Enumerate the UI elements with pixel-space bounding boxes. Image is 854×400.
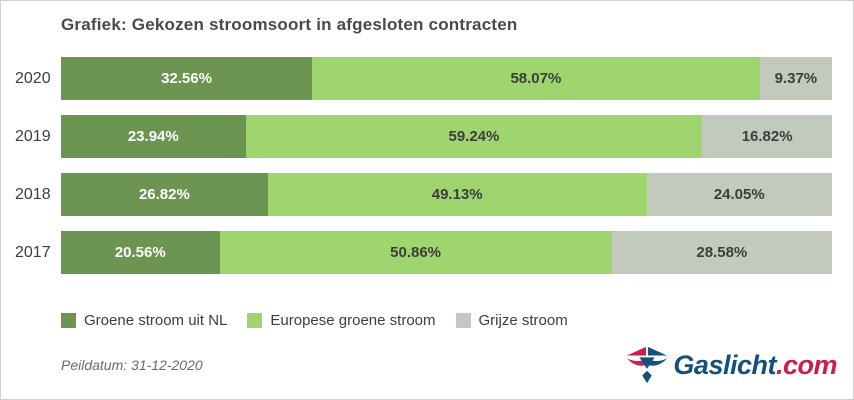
segment-europese-groene-stroom-2017[interactable]: 50.86% — [219, 231, 612, 274]
chart-legend: Groene stroom uit NL Europese groene stro… — [61, 312, 853, 329]
legend-label: Groene stroom uit NL — [84, 312, 228, 329]
year-label-2017: 2017 — [15, 243, 51, 261]
year-label-2019: 2019 — [15, 127, 51, 145]
segment-europese-groene-stroom-2018[interactable]: 49.13% — [267, 173, 647, 216]
legend-swatch-groene-stroom-uit-nl — [61, 313, 76, 328]
segment-grijze-stroom-2020[interactable]: 9.37% — [759, 57, 832, 100]
logo-tld: .com — [775, 349, 838, 380]
bar-2017: 20.56% 50.86% 28.58% — [61, 231, 832, 274]
chart-row-2019: 2019 23.94% 59.24% 16.82% — [15, 115, 832, 158]
legend-item-groene-stroom-uit-nl[interactable]: Groene stroom uit NL — [61, 312, 227, 329]
segment-groene-stroom-uit-nl-2019[interactable]: 23.94% — [61, 115, 246, 158]
segment-groene-stroom-uit-nl-2020[interactable]: 32.56% — [61, 57, 313, 100]
bar-2020: 32.56% 58.07% 9.37% — [61, 57, 832, 100]
segment-europese-groene-stroom-2020[interactable]: 58.07% — [312, 57, 760, 100]
legend-swatch-europese-groene-stroom — [247, 313, 263, 328]
chart-row-2018: 2018 26.82% 49.13% 24.05% — [15, 173, 832, 216]
legend-label: Europese groene stroom — [270, 312, 436, 329]
bar-2019: 23.94% 59.24% 16.82% — [61, 115, 832, 158]
year-label-2018: 2018 — [15, 185, 51, 203]
legend-label: Grijze stroom — [478, 312, 568, 329]
segment-grijze-stroom-2018[interactable]: 24.05% — [646, 173, 832, 216]
segment-grijze-stroom-2017[interactable]: 28.58% — [611, 231, 832, 274]
peildatum-note: Peildatum: 31-12-2020 — [61, 357, 203, 373]
chart-title: Grafiek: Gekozen stroomsoort in afgeslot… — [61, 15, 518, 34]
legend-item-grijze-stroom[interactable]: Grijze stroom — [455, 312, 568, 329]
year-label-2020: 2020 — [15, 69, 51, 87]
segment-groene-stroom-uit-nl-2018[interactable]: 26.82% — [61, 173, 268, 216]
stacked-bar-chart: 2020 32.56% 58.07% 9.37% 2019 23.94% 59.24% 16.… — [1, 57, 853, 274]
segment-grijze-stroom-2019[interactable]: 16.82% — [702, 115, 832, 158]
footer-row: Peildatum: 31-12-2020 Gaslicht.com — [61, 341, 838, 389]
logo-name: Gaslicht — [673, 349, 776, 380]
gaslicht-logo-icon — [626, 344, 668, 386]
segment-europese-groene-stroom-2019[interactable]: 59.24% — [245, 115, 703, 158]
chart-row-2017: 2017 20.56% 50.86% 28.58% — [15, 231, 832, 274]
legend-swatch-grijze-stroom — [455, 313, 471, 328]
segment-groene-stroom-uit-nl-2017[interactable]: 20.56% — [61, 231, 220, 274]
bar-2018: 26.82% 49.13% 24.05% — [61, 173, 832, 216]
gaslicht-logo[interactable]: Gaslicht.com — [626, 344, 838, 386]
chart-row-2020: 2020 32.56% 58.07% 9.37% — [15, 57, 832, 100]
legend-item-europese-groene-stroom[interactable]: Europese groene stroom — [247, 312, 436, 329]
